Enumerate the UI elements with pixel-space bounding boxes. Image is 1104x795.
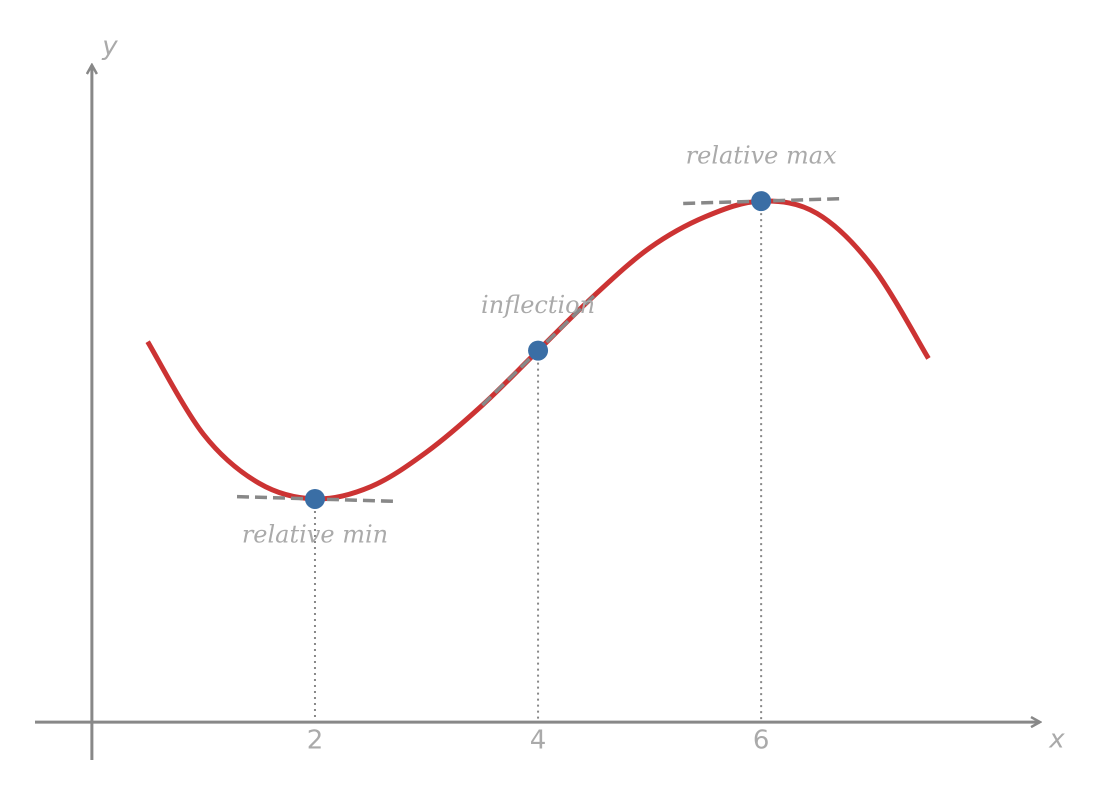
- key-point: [751, 191, 772, 212]
- annotation: inflection: [481, 291, 595, 319]
- x-tick-label: 6: [753, 726, 770, 756]
- key-point: [528, 340, 549, 361]
- x-tick-label: 2: [307, 726, 324, 756]
- plot: x y 2 4 6 relative min inflection relative max: [35, 32, 1065, 760]
- y-axis-label: y: [101, 32, 118, 62]
- annotation: relative min: [242, 520, 388, 548]
- key-point: [304, 488, 325, 509]
- x-tick-label: 4: [530, 726, 547, 756]
- annotation: relative max: [686, 142, 837, 170]
- x-axis-label: x: [1048, 725, 1065, 755]
